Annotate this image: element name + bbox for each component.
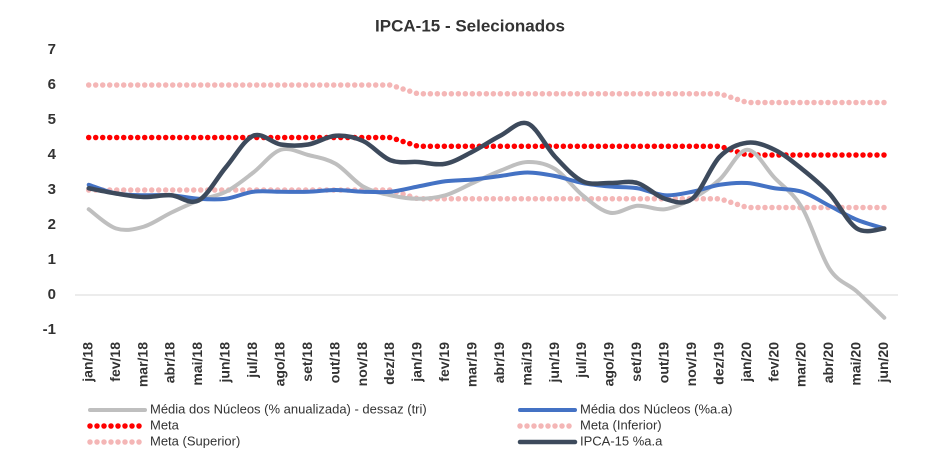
legend-label: Meta (Inferior) xyxy=(580,417,662,432)
series-line xyxy=(86,120,887,234)
x-tick-label: set/18 xyxy=(299,342,315,382)
x-tick-label: nov/19 xyxy=(683,342,699,387)
y-tick-label: 5 xyxy=(48,111,56,128)
x-tick-label: abr/19 xyxy=(491,342,507,383)
x-tick-label: mar/20 xyxy=(793,342,809,387)
series-line xyxy=(85,187,888,211)
x-tick-label: dez/19 xyxy=(710,342,726,385)
x-tick-label: fev/20 xyxy=(765,342,781,382)
x-tick-label: mai/20 xyxy=(848,342,864,386)
x-tick-label: nov/18 xyxy=(354,342,370,387)
x-tick-label: fev/18 xyxy=(107,342,123,382)
x-tick-label: jun/19 xyxy=(546,342,562,384)
x-tick-label: out/18 xyxy=(326,342,342,383)
x-tick-label: jul/18 xyxy=(244,342,260,379)
y-tick-label: 1 xyxy=(48,251,56,268)
series-line xyxy=(86,147,887,320)
x-tick-label: jul/19 xyxy=(573,342,589,379)
x-tick-label: dez/18 xyxy=(381,342,397,385)
y-tick-label: 2 xyxy=(48,216,56,233)
x-tick-label: mai/18 xyxy=(189,342,205,386)
y-tick-label: 6 xyxy=(48,76,56,93)
legend-label: IPCA-15 %a.a xyxy=(580,433,663,448)
x-tick-label: jan/18 xyxy=(79,342,95,383)
y-tick-label: 3 xyxy=(48,181,56,198)
legend-label: Meta (Superior) xyxy=(150,433,240,448)
x-tick-label: ago/18 xyxy=(271,342,287,387)
x-tick-label: jan/19 xyxy=(409,342,425,383)
series-line xyxy=(86,170,887,231)
x-tick-label: jun/20 xyxy=(875,342,891,384)
x-tick-label: abr/18 xyxy=(162,342,178,383)
series-line xyxy=(85,82,888,106)
x-tick-label: jun/18 xyxy=(217,342,233,384)
x-tick-label: jan/20 xyxy=(738,342,754,383)
y-tick-label: 4 xyxy=(48,146,57,163)
legend-label: Média dos Núcleos (%a.a) xyxy=(580,401,732,416)
y-tick-label: -1 xyxy=(43,321,56,338)
legend-label: Média dos Núcleos (% anualizada) - dessa… xyxy=(150,401,427,416)
y-tick-label: 7 xyxy=(48,41,56,58)
y-tick-label: 0 xyxy=(48,286,56,303)
x-tick-label: mar/18 xyxy=(134,342,150,387)
legend-label: Meta xyxy=(150,417,180,432)
x-tick-label: mar/19 xyxy=(463,342,479,387)
x-tick-label: out/19 xyxy=(656,342,672,383)
x-tick-label: set/19 xyxy=(628,342,644,382)
x-tick-label: ago/19 xyxy=(601,342,617,387)
chart-title: IPCA-15 - Selecionados xyxy=(375,16,565,35)
x-tick-label: mai/19 xyxy=(518,342,534,386)
x-tick-label: abr/20 xyxy=(820,342,836,383)
x-tick-label: fev/19 xyxy=(436,342,452,382)
